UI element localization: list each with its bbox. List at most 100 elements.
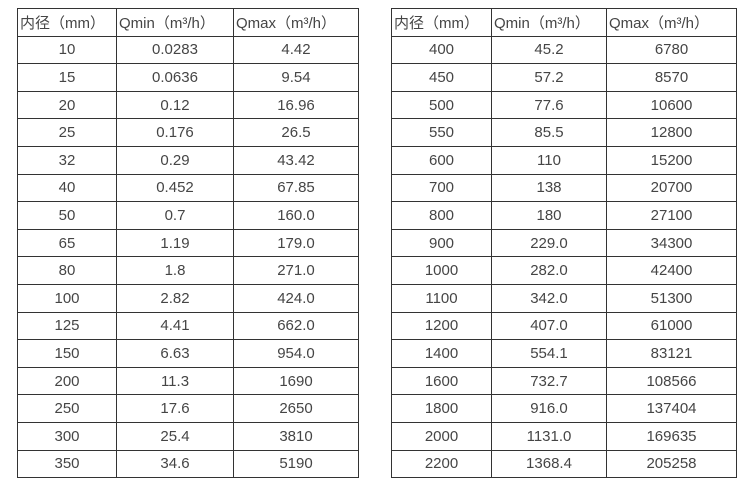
flow-table-large-diameters: 内径（mm） Qmin（m³/h） Qmax（m³/h） 400 45.2 6780…: [391, 8, 737, 479]
table-cell: 0.12: [116, 90, 234, 120]
table-cell: 61000: [606, 311, 737, 341]
table-cell: 34.6: [116, 449, 234, 479]
table-cell: 6780: [606, 35, 737, 65]
table-cell: 500: [391, 90, 492, 120]
table-cell: 250: [17, 394, 117, 423]
table-header-row: 内径（mm） Qmin（m³/h） Qmax（m³/h）: [391, 8, 737, 37]
column-header-qmin: Qmin（m³/h）: [116, 8, 234, 37]
table-cell: 51300: [606, 283, 737, 313]
table-row: 250 17.6 2650: [17, 394, 359, 423]
table-cell: 100: [17, 283, 117, 313]
table-cell: 3810: [233, 421, 359, 451]
table-cell: 1131.0: [491, 421, 607, 451]
column-header-qmax: Qmax（m³/h）: [233, 8, 359, 37]
table-cell: 0.0283: [116, 35, 234, 65]
table-cell: 83121: [606, 339, 737, 368]
table-cell: 1600: [391, 366, 492, 396]
table-cell: 2200: [391, 449, 492, 479]
table-cell: 282.0: [491, 256, 607, 285]
table-row: 1100 342.0 51300: [391, 283, 737, 313]
table-cell: 1000: [391, 256, 492, 285]
table-cell: 2000: [391, 421, 492, 451]
table-row: 2200 1368.4 205258: [391, 449, 737, 479]
table-cell: 300: [17, 421, 117, 451]
table-cell: 15200: [606, 145, 737, 175]
table-cell: 0.29: [116, 145, 234, 175]
column-header-inner-diameter: 内径（mm）: [391, 8, 492, 37]
table-cell: 1800: [391, 394, 492, 423]
table-row: 1200 407.0 61000: [391, 311, 737, 341]
table-cell: 1.19: [116, 228, 234, 258]
table-row: 450 57.2 8570: [391, 63, 737, 92]
table-cell: 8570: [606, 63, 737, 92]
table-cell: 25.4: [116, 421, 234, 451]
table-cell: 12800: [606, 118, 737, 147]
table-cell: 65: [17, 228, 117, 258]
table-cell: 0.7: [116, 201, 234, 230]
table-row: 700 138 20700: [391, 173, 737, 203]
table-cell: 1200: [391, 311, 492, 341]
table-cell: 180: [491, 201, 607, 230]
table-cell: 67.85: [233, 173, 359, 203]
table-cell: 1368.4: [491, 449, 607, 479]
table-row: 80 1.8 271.0: [17, 256, 359, 285]
table-cell: 916.0: [491, 394, 607, 423]
table-row: 10 0.0283 4.42: [17, 35, 359, 65]
table-cell: 17.6: [116, 394, 234, 423]
table-cell: 77.6: [491, 90, 607, 120]
table-cell: 954.0: [233, 339, 359, 368]
table-cell: 10600: [606, 90, 737, 120]
table-cell: 350: [17, 449, 117, 479]
flow-table-small-diameters: 内径（mm） Qmin（m³/h） Qmax（m³/h） 10 0.0283 4.4…: [17, 8, 359, 479]
table-cell: 57.2: [491, 63, 607, 92]
table-row: 300 25.4 3810: [17, 421, 359, 451]
table-cell: 160.0: [233, 201, 359, 230]
table-row: 2000 1131.0 169635: [391, 421, 737, 451]
table-cell: 34300: [606, 228, 737, 258]
flow-spec-tables: 内径（mm） Qmin（m³/h） Qmax（m³/h） 10 0.0283 4.4…: [17, 8, 737, 479]
table-cell: 700: [391, 173, 492, 203]
table-cell: 900: [391, 228, 492, 258]
table-header-row: 内径（mm） Qmin（m³/h） Qmax（m³/h）: [17, 8, 359, 37]
table-cell: 1.8: [116, 256, 234, 285]
table-cell: 85.5: [491, 118, 607, 147]
table-cell: 0.0636: [116, 63, 234, 92]
table-cell: 125: [17, 311, 117, 341]
table-cell: 138: [491, 173, 607, 203]
table-cell: 400: [391, 35, 492, 65]
table-cell: 5190: [233, 449, 359, 479]
table-cell: 550: [391, 118, 492, 147]
table-cell: 11.3: [116, 366, 234, 396]
table-row: 20 0.12 16.96: [17, 90, 359, 120]
table-row: 900 229.0 34300: [391, 228, 737, 258]
table-row: 65 1.19 179.0: [17, 228, 359, 258]
table-cell: 205258: [606, 449, 737, 479]
table-cell: 6.63: [116, 339, 234, 368]
table-row: 25 0.176 26.5: [17, 118, 359, 147]
table-cell: 169635: [606, 421, 737, 451]
table-cell: 1690: [233, 366, 359, 396]
table-cell: 407.0: [491, 311, 607, 341]
table-cell: 2650: [233, 394, 359, 423]
table-cell: 45.2: [491, 35, 607, 65]
table-cell: 16.96: [233, 90, 359, 120]
table-row: 400 45.2 6780: [391, 35, 737, 65]
table-row: 1600 732.7 108566: [391, 366, 737, 396]
table-row: 32 0.29 43.42: [17, 145, 359, 175]
table-cell: 40: [17, 173, 117, 203]
table-row: 100 2.82 424.0: [17, 283, 359, 313]
table-cell: 80: [17, 256, 117, 285]
column-header-inner-diameter: 内径（mm）: [17, 8, 117, 37]
column-header-qmin: Qmin（m³/h）: [491, 8, 607, 37]
table-cell: 1400: [391, 339, 492, 368]
table-cell: 229.0: [491, 228, 607, 258]
table-cell: 137404: [606, 394, 737, 423]
table-cell: 800: [391, 201, 492, 230]
table-cell: 20: [17, 90, 117, 120]
table-cell: 2.82: [116, 283, 234, 313]
table-row: 150 6.63 954.0: [17, 339, 359, 368]
table-row: 350 34.6 5190: [17, 449, 359, 479]
table-row: 50 0.7 160.0: [17, 201, 359, 230]
table-cell: 50: [17, 201, 117, 230]
table-cell: 26.5: [233, 118, 359, 147]
